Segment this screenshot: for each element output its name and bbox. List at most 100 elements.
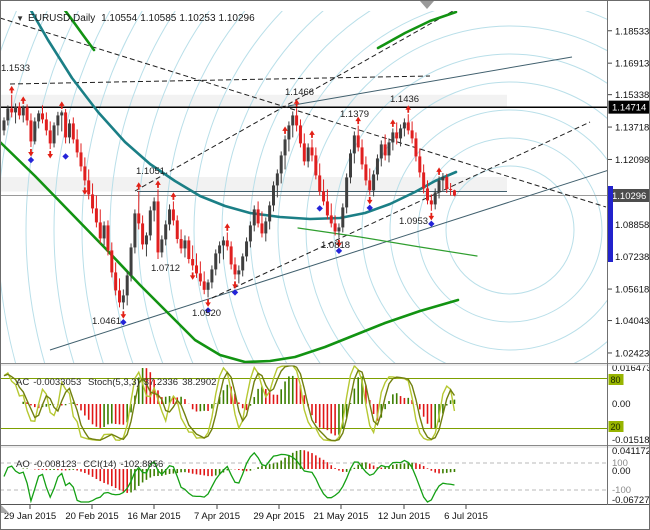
fractal-up-icon bbox=[135, 182, 142, 190]
signal-diamond-icon bbox=[335, 247, 343, 255]
candles-layer bbox=[2, 94, 456, 310]
ohlc-high: 1.10585 bbox=[140, 13, 177, 24]
indicator1-name: AC bbox=[16, 377, 30, 388]
svg-text:1.1466: 1.1466 bbox=[285, 87, 314, 98]
svg-text:80: 80 bbox=[611, 375, 621, 385]
price-axis[interactable]: 1.18533 1.16913 1.15338 1.13718 1.12098 1.088… bbox=[608, 26, 650, 359]
fractal-down-icon bbox=[205, 299, 211, 307]
indicator1-label: AC -0.0033053 Stoch(5,3,3) 37.2336 38.2902 bbox=[6, 366, 220, 399]
svg-text:1.15338: 1.15338 bbox=[615, 90, 649, 101]
fractal-up-icon bbox=[170, 192, 177, 200]
fractal-down-icon bbox=[47, 151, 53, 159]
signal-markers bbox=[8, 85, 442, 326]
signal-diamond-icon bbox=[428, 220, 435, 228]
svg-text:20 Feb 2015: 20 Feb 2015 bbox=[65, 511, 118, 522]
green-band-upper-left bbox=[63, 11, 96, 52]
svg-text:1.0461: 1.0461 bbox=[92, 316, 121, 327]
svg-text:1.02423: 1.02423 bbox=[615, 348, 649, 359]
signal-diamond-icon bbox=[316, 205, 323, 212]
svg-text:20: 20 bbox=[611, 422, 621, 432]
svg-text:6 Jul 2015: 6 Jul 2015 bbox=[444, 511, 488, 522]
svg-text:1.1533: 1.1533 bbox=[1, 63, 30, 74]
symbol-period-label: EURUSD,Daily bbox=[28, 13, 96, 24]
indicator2-label: AO -0.008123 CCI(14) -102.8856 bbox=[6, 448, 167, 481]
fractal-up-icon bbox=[58, 101, 65, 109]
svg-text:1.18533: 1.18533 bbox=[615, 26, 649, 37]
signal-diamond-icon bbox=[62, 153, 69, 160]
svg-text:1.16913: 1.16913 bbox=[615, 59, 649, 70]
svg-text:-0.015182: -0.015182 bbox=[612, 435, 650, 446]
svg-text:1.12098: 1.12098 bbox=[615, 155, 649, 166]
fractal-up-icon bbox=[390, 119, 396, 127]
cci-line bbox=[3, 451, 455, 503]
svg-text:21 May 2015: 21 May 2015 bbox=[314, 511, 369, 522]
fractal-down-icon bbox=[366, 196, 373, 205]
axis-range-bar bbox=[608, 186, 613, 262]
fractal-down-icon bbox=[28, 149, 34, 157]
indicator2-panel[interactable] bbox=[0, 450, 607, 503]
indicator1-value: -0.0033053 bbox=[33, 377, 82, 388]
fractal-down-icon bbox=[120, 311, 127, 319]
stoch-signal-line bbox=[3, 365, 456, 442]
svg-text:0.041172: 0.041172 bbox=[612, 446, 650, 457]
stoch-main-line bbox=[3, 365, 456, 442]
fractal-up-icon bbox=[405, 105, 412, 113]
indicator1-name2: Stoch(5,3,3) bbox=[87, 377, 140, 388]
resize-grip-icon[interactable] bbox=[1, 505, 9, 513]
chart-shift-icon[interactable] bbox=[420, 1, 434, 9]
thin-green-ma bbox=[297, 227, 478, 257]
symbol-dropdown-icon[interactable]: ▼ bbox=[16, 14, 25, 23]
svg-text:0.00: 0.00 bbox=[612, 399, 631, 410]
indicator1-panel[interactable] bbox=[0, 365, 607, 442]
svg-text:-0.06727: -0.06727 bbox=[612, 495, 650, 506]
teal-ma bbox=[29, 11, 458, 221]
fractal-up-icon bbox=[282, 126, 288, 134]
fractal-up-icon bbox=[224, 223, 231, 231]
svg-text:7 Apr 2015: 7 Apr 2015 bbox=[194, 511, 240, 522]
chart-header: ▼ EURUSD,Daily 1.10554 1.10585 1.10253 1.102… bbox=[5, 2, 258, 35]
svg-text:1.0712: 1.0712 bbox=[151, 263, 180, 274]
green-band-lower bbox=[0, 140, 460, 363]
signal-diamond-icon bbox=[204, 307, 212, 314]
svg-text:1.05618: 1.05618 bbox=[615, 285, 649, 296]
signal-diamond-icon bbox=[231, 289, 239, 296]
svg-text:0.016473: 0.016473 bbox=[612, 363, 650, 374]
fractal-up-icon bbox=[8, 85, 15, 94]
svg-text:1.0520: 1.0520 bbox=[192, 308, 221, 319]
indicator1-value3: 38.2902 bbox=[182, 377, 217, 388]
fractal-up-icon bbox=[309, 130, 315, 138]
signal-diamond-icon bbox=[366, 204, 373, 212]
signal-diamond-icon bbox=[27, 156, 35, 164]
trendlines[interactable] bbox=[0, 7, 640, 351]
price-annotations: 1.1533 1.1466 1.1436 1.1379 1.1051 1.0953 1.08… bbox=[1, 63, 428, 327]
fractal-down-icon bbox=[428, 212, 435, 221]
svg-text:1.1051: 1.1051 bbox=[136, 166, 165, 177]
svg-text:1.1379: 1.1379 bbox=[340, 109, 369, 120]
svg-text:1.07238: 1.07238 bbox=[615, 252, 649, 263]
fractal-up-icon bbox=[355, 116, 361, 125]
fractal-up-icon bbox=[20, 96, 27, 104]
svg-text:1.0953: 1.0953 bbox=[399, 216, 428, 227]
green-band-upper-right bbox=[376, 11, 458, 50]
svg-text:16 Mar 2015: 16 Mar 2015 bbox=[127, 511, 180, 522]
date-axis[interactable]: 29 Jan 2015 20 Feb 2015 16 Mar 2015 7 Apr 2… bbox=[1, 505, 488, 522]
fractal-down-icon bbox=[82, 187, 88, 195]
price-zone bbox=[0, 177, 507, 192]
fractal-up-icon bbox=[155, 180, 161, 188]
signal-diamond-icon bbox=[120, 319, 127, 326]
fractal-down-icon bbox=[232, 281, 238, 289]
svg-text:1.13718: 1.13718 bbox=[615, 123, 649, 134]
svg-text:1.1436: 1.1436 bbox=[390, 94, 419, 105]
svg-text:1.0818: 1.0818 bbox=[321, 240, 350, 251]
svg-text:0.00: 0.00 bbox=[612, 466, 631, 477]
svg-text:1.14714: 1.14714 bbox=[612, 103, 646, 114]
ohlc-low: 1.10253 bbox=[179, 13, 216, 24]
svg-text:12 Jun 2015: 12 Jun 2015 bbox=[378, 511, 430, 522]
indicator2-value: -0.008123 bbox=[33, 459, 77, 470]
svg-text:100: 100 bbox=[612, 458, 628, 469]
ohlc-close: 1.10296 bbox=[218, 13, 255, 24]
